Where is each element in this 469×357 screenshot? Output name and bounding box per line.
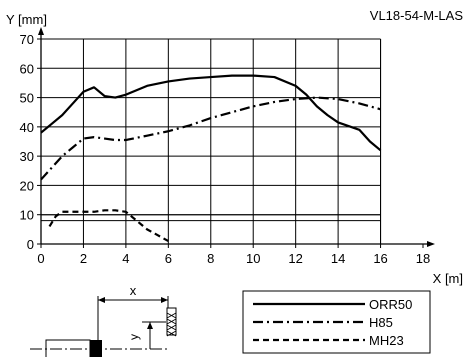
x-tick-label: 4 [122,251,129,266]
y-tick-label: 40 [20,120,34,135]
x-tick-label: 0 [37,251,44,266]
sensor-diagram: xy [30,283,177,357]
y-tick-label: 0 [27,237,34,252]
reflector-hatch [166,330,177,337]
x-tick-label: 10 [246,251,260,266]
distance-arrow-right [161,297,168,303]
legend: ORR50 H85 MH23 [242,290,431,354]
x-tick-label: 14 [331,251,345,266]
x-tick-label: 8 [207,251,214,266]
series-line-h85 [40,96,381,181]
x-tick-label: 16 [373,251,387,266]
y-tick-label: 50 [20,91,34,106]
series-line-mh23 [48,209,169,243]
x-tick-label: 18 [416,251,430,266]
tick-labels: 0 2 4 6 8 10 12 14 16 18 0 10 20 30 40 50 60 70 Y [mm] X [m… [6,12,463,286]
y-tick-label: 20 [20,178,34,193]
grid [41,38,382,244]
distance-arrow-left [98,297,105,303]
distance-label: x [130,283,137,298]
series-line-orr50 [40,74,382,152]
legend-label-mh23: MH23 [369,333,404,348]
reflector-hatch [166,324,177,331]
y-tick-label: 10 [20,208,34,223]
offset-arrow-top [147,322,153,329]
legend-label-orr50: ORR50 [369,297,412,312]
y-tick-label: 70 [20,32,34,47]
x-tick-label: 12 [288,251,302,266]
y-tick-label: 30 [20,149,34,164]
y-axis-label: Y [mm] [6,12,47,27]
model-label: VL18-54-M-LAS [369,8,463,23]
x-tick-label: 6 [165,251,172,266]
series [40,74,382,243]
offset-label: y [127,334,141,340]
reflector-hatch [166,312,177,319]
reflector-hatch [166,318,177,325]
x-axis-label: X [m] [433,271,463,286]
y-tick-label: 60 [20,61,34,76]
y-axis-arrow [38,27,44,35]
axes [37,27,435,248]
legend-label-h85: H85 [369,315,393,330]
x-tick-label: 2 [80,251,87,266]
reference-lines [41,214,381,222]
x-axis-arrow [427,241,435,247]
